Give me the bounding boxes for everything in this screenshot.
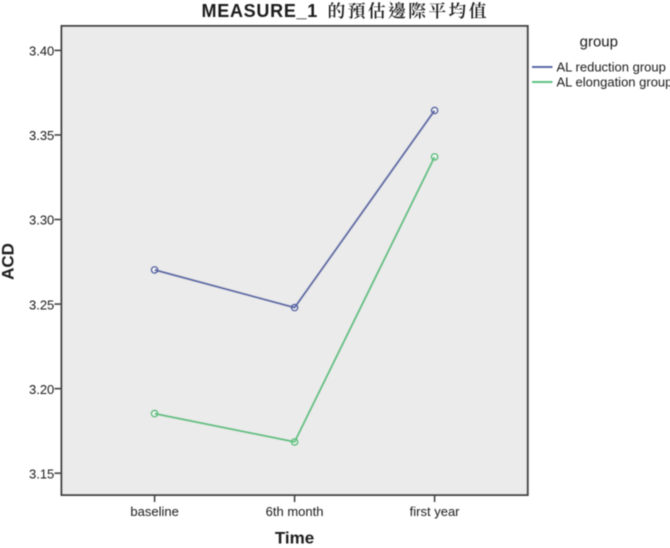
svg-text:3.40: 3.40 — [29, 44, 54, 59]
svg-text:baseline: baseline — [130, 504, 178, 519]
svg-text:3.15: 3.15 — [29, 466, 54, 481]
svg-text:6th month: 6th month — [266, 504, 324, 519]
svg-text:AL reduction group: AL reduction group — [557, 60, 666, 75]
svg-text:MEASURE_1: MEASURE_1 — [202, 1, 319, 21]
svg-text:3.25: 3.25 — [29, 297, 54, 312]
svg-text:3.35: 3.35 — [29, 128, 54, 143]
svg-text:AL elongation group: AL elongation group — [557, 75, 670, 90]
svg-text:group: group — [580, 33, 618, 50]
svg-text:ACD: ACD — [0, 243, 18, 280]
svg-text:3.30: 3.30 — [29, 213, 54, 228]
svg-text:Time: Time — [275, 529, 314, 548]
svg-text:first year: first year — [410, 504, 461, 519]
svg-text:3.20: 3.20 — [29, 382, 54, 397]
